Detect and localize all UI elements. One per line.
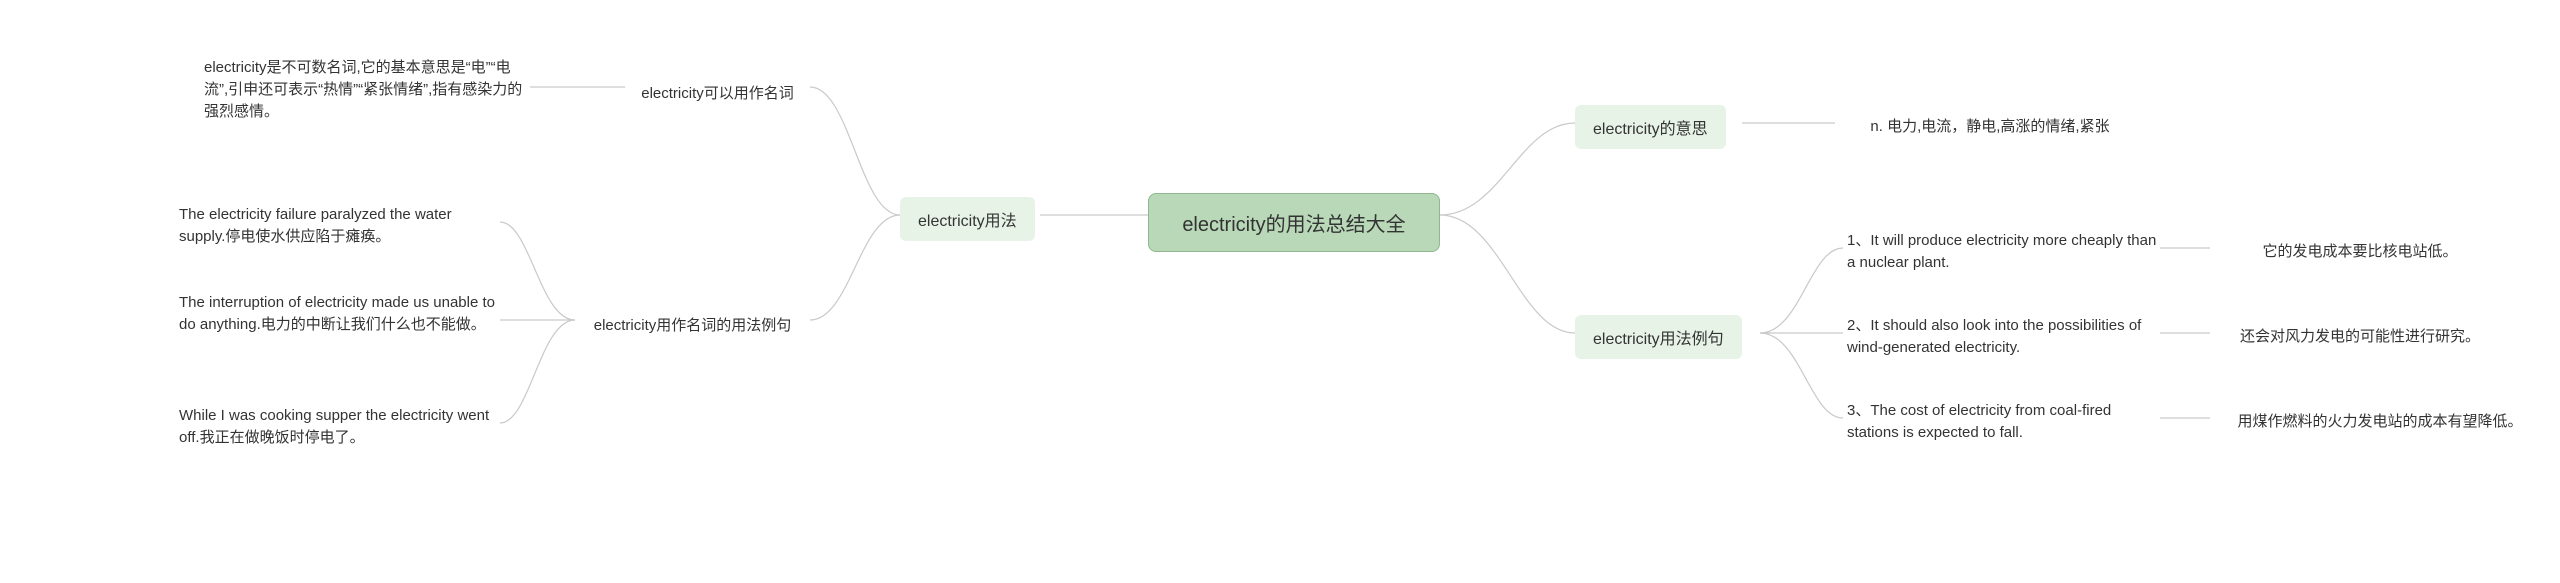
example-2-en: 2、It should also look into the possibili… [1843, 313, 2163, 361]
meaning-def-text: n. 电力,电流，静电,高涨的情绪,紧张 [1870, 116, 2109, 138]
mindmap-root: electricity的用法总结大全 [1148, 193, 1440, 252]
example-3-zh: 用煤作燃料的火力发电站的成本有望降低。 [2210, 409, 2550, 435]
example-3-zh-text: 用煤作燃料的火力发电站的成本有望降低。 [2237, 411, 2522, 433]
leaf-meaning-def: n. 电力,电流，静电,高涨的情绪,紧张 [1835, 114, 2145, 140]
example-1-zh-text: 它的发电成本要比核电站低。 [2262, 241, 2457, 263]
branch-meaning-label: electricity的意思 [1593, 115, 1708, 139]
example-1-en: 1、It will produce electricity more cheap… [1843, 228, 2163, 276]
noun-example-1: The electricity failure paralyzed the wa… [175, 202, 500, 250]
noun-example-2-text: The interruption of electricity made us … [179, 294, 495, 333]
noun-example-1-text: The electricity failure paralyzed the wa… [179, 206, 452, 245]
sub-noun-examples-label: electricity用作名词的用法例句 [594, 314, 792, 335]
branch-examples-label: electricity用法例句 [1593, 325, 1724, 349]
noun-example-3-text: While I was cooking supper the electrici… [179, 407, 489, 446]
sub-as-noun-label: electricity可以用作名词 [641, 82, 794, 103]
as-noun-desc-text: electricity是不可数名词,它的基本意思是“电”“电流”,引申还可表示“… [204, 59, 522, 120]
example-2-zh: 还会对风力发电的可能性进行研究。 [2210, 324, 2510, 350]
branch-meaning: electricity的意思 [1575, 105, 1726, 149]
example-2-en-text: 2、It should also look into the possibili… [1847, 317, 2141, 356]
example-2-zh-text: 还会对风力发电的可能性进行研究。 [2240, 326, 2480, 348]
branch-usage-label: electricity用法 [918, 207, 1017, 231]
sub-noun-examples: electricity用作名词的用法例句 [575, 310, 810, 339]
example-1-zh: 它的发电成本要比核电站低。 [2210, 239, 2510, 265]
sub-as-noun: electricity可以用作名词 [625, 78, 810, 107]
root-label: electricity的用法总结大全 [1182, 208, 1405, 237]
example-3-en: 3、The cost of electricity from coal-fire… [1843, 398, 2163, 446]
noun-example-2: The interruption of electricity made us … [175, 290, 500, 338]
branch-usage: electricity用法 [900, 197, 1035, 241]
branch-examples: electricity用法例句 [1575, 315, 1742, 359]
example-3-en-text: 3、The cost of electricity from coal-fire… [1847, 402, 2111, 441]
leaf-as-noun-desc: electricity是不可数名词,它的基本意思是“电”“电流”,引申还可表示“… [200, 55, 530, 124]
example-1-en-text: 1、It will produce electricity more cheap… [1847, 232, 2156, 271]
noun-example-3: While I was cooking supper the electrici… [175, 403, 500, 451]
